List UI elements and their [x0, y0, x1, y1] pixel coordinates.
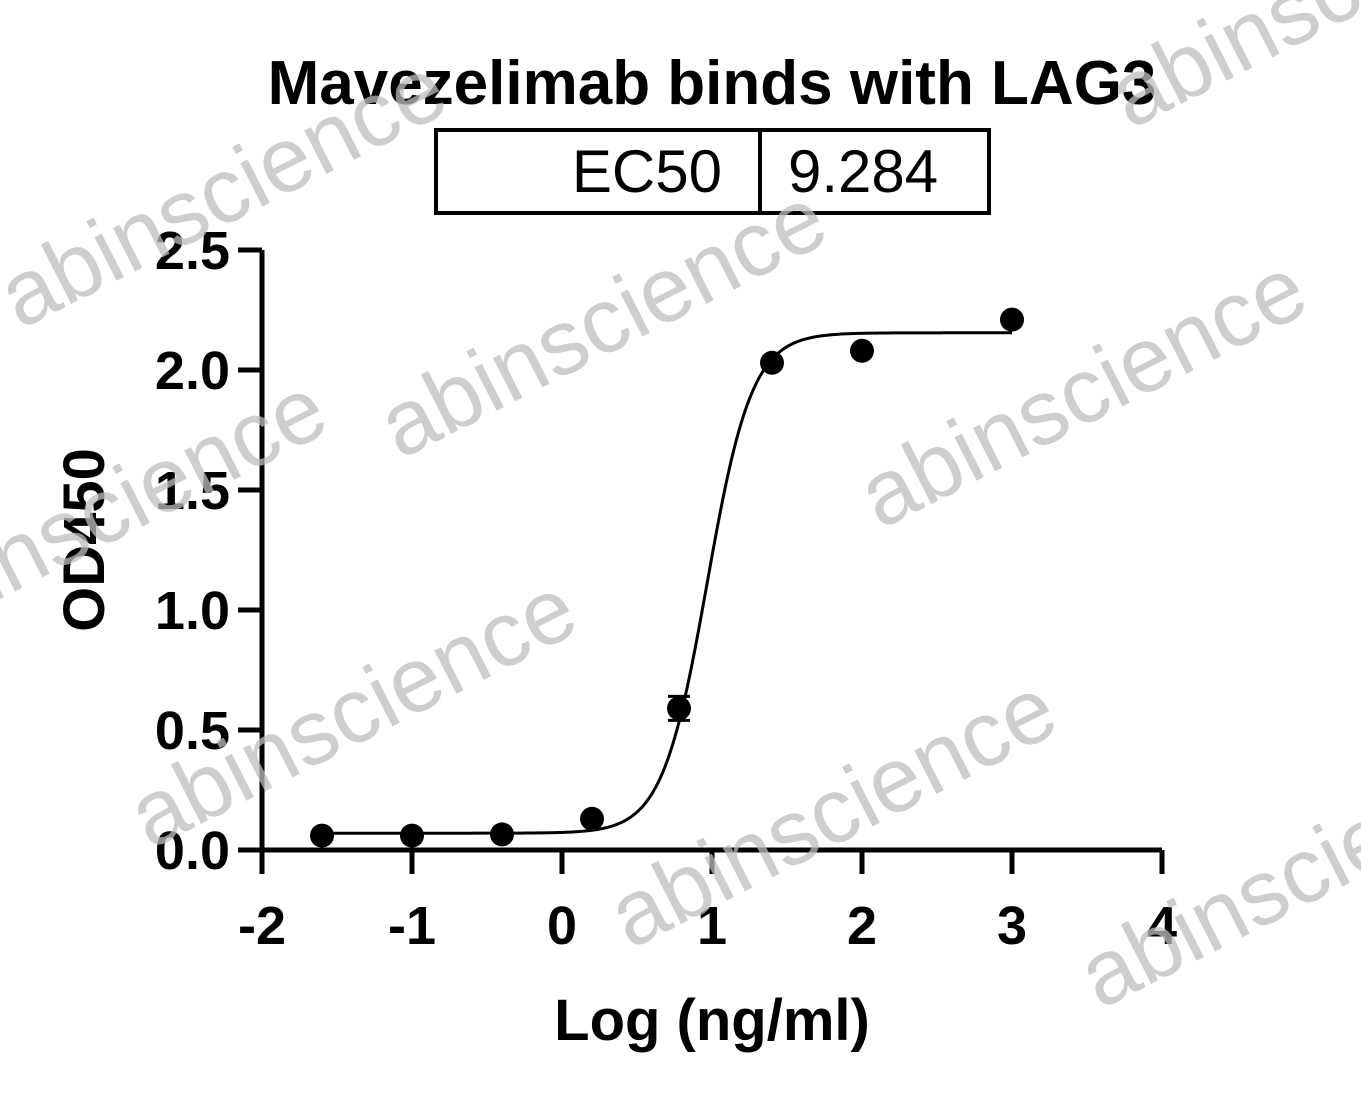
y-tick-label: 2.5 [155, 221, 230, 281]
watermark-text: abinscience [1063, 716, 1361, 1027]
data-point [400, 823, 424, 848]
data-point [490, 822, 514, 847]
x-tick-label: -1 [388, 896, 436, 956]
y-tick-label: 0.5 [155, 701, 230, 761]
data-point [310, 823, 334, 848]
stats-table-border [434, 128, 991, 215]
fit-curve [322, 331, 1012, 835]
data-point [1000, 307, 1024, 332]
ticks: 0.0 0.5 1.0 1.5 2.0 2.5 -2 -1 0 1 2 3 4 [155, 221, 1177, 956]
y-axis-title: OD450 [52, 448, 117, 632]
x-tick-label: 2 [847, 896, 877, 956]
x-tick-label: 1 [697, 896, 727, 956]
y-tick-label: 2.0 [155, 341, 230, 401]
x-tick-label: 3 [997, 896, 1027, 956]
y-tick-label: 1.5 [155, 461, 230, 521]
x-tick-label: -2 [238, 896, 286, 956]
x-tick-label: 4 [1147, 896, 1177, 956]
watermark-text: abinscience [1093, 0, 1361, 148]
y-tick-label: 1.0 [155, 581, 230, 641]
stats-table-value: 9.284 [788, 138, 938, 205]
watermark-text: abinscience [843, 236, 1322, 547]
x-axis-title: Log (ng/ml) [554, 988, 870, 1053]
data-point [760, 350, 784, 375]
data-point [667, 696, 691, 721]
data-point [850, 338, 874, 363]
stats-table: EC50 9.284 [434, 128, 991, 215]
chart-title: Mavezelimab binds with LAG3 [268, 49, 1157, 118]
data-point [580, 806, 604, 831]
x-tick-label: 0 [547, 896, 577, 956]
watermark-text: abinscience [0, 36, 462, 347]
data-points [310, 307, 1024, 848]
stats-table-label: EC50 [572, 138, 722, 205]
y-tick-label: 0.0 [155, 821, 230, 881]
